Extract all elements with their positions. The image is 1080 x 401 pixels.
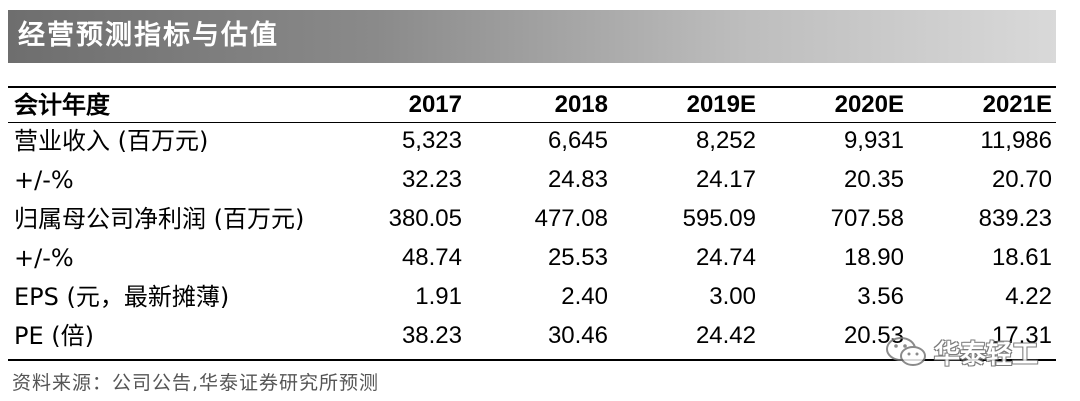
table-cell: 24.83 (547, 166, 608, 193)
table-cell: 30.46 (547, 322, 608, 349)
table-cell: 9,931 (843, 127, 904, 154)
row-label: EPS (元，最新摊薄) (14, 283, 230, 311)
table-cell: 5,323 (401, 127, 462, 154)
table-bottom-rule (8, 359, 1056, 361)
row-label: +/-% (14, 244, 74, 272)
watermark: 华泰轻工 (884, 330, 1038, 374)
table-row: +/-% 48.74 25.53 24.74 18.90 18.61 (8, 241, 1056, 275)
table-top-rule (8, 86, 1056, 88)
table-cell: 18.90 (843, 244, 904, 271)
table-cell: 48.74 (401, 244, 462, 271)
table-cell: 2.40 (561, 283, 608, 310)
table-row: 归属母公司净利润 (百万元) 380.05 477.08 595.09 707.… (8, 202, 1056, 236)
table-cell: 32.23 (401, 166, 462, 193)
table-row: +/-% 32.23 24.83 24.17 20.35 20.70 (8, 163, 1056, 197)
table-cell: 20.53 (843, 322, 904, 349)
table-cell: 20.70 (991, 166, 1052, 193)
header-year: 2020E (834, 91, 904, 118)
table-row: 营业收入 (百万元) 5,323 6,645 8,252 9,931 11,98… (8, 124, 1056, 158)
table-cell: 6,645 (547, 127, 608, 154)
table-cell: 8,252 (695, 127, 756, 154)
row-label: +/-% (14, 166, 74, 194)
header-year: 2019E (686, 91, 756, 118)
table-cell: 20.35 (843, 166, 904, 193)
watermark-text: 华泰轻工 (934, 339, 1039, 370)
table-row: EPS (元，最新摊薄) 1.91 2.40 3.00 3.56 4.22 (8, 280, 1056, 314)
table-cell: 24.17 (695, 166, 756, 193)
row-label: 营业收入 (百万元) (14, 127, 209, 155)
table-cell: 24.74 (695, 244, 756, 271)
table-cell: 477.08 (534, 205, 608, 232)
header-year: 2018 (554, 91, 608, 118)
header-label: 会计年度 (14, 91, 110, 119)
table-row: PE (倍) 38.23 30.46 24.42 20.53 17.31 (8, 319, 1056, 353)
table-cell: 38.23 (401, 322, 462, 349)
table-cell: 839.23 (978, 205, 1052, 232)
header-year: 2017 (408, 91, 462, 118)
row-label: 归属母公司净利润 (百万元) (14, 205, 305, 233)
table-cell: 24.42 (695, 322, 756, 349)
table-cell: 18.61 (991, 244, 1052, 271)
table-header-row: 会计年度 2017 2018 2019E 2020E 2021E (8, 88, 1056, 122)
table-header-rule (8, 122, 1056, 123)
source-note: 资料来源：公司公告,华泰证券研究所预测 (12, 372, 380, 394)
header-year: 2021E (982, 91, 1052, 118)
table-cell: 3.56 (857, 283, 904, 310)
table-cell: 595.09 (682, 205, 756, 232)
table-cell: 707.58 (830, 205, 904, 232)
table-cell: 3.00 (709, 283, 756, 310)
title-bar: 经营预测指标与估值 (8, 10, 1056, 63)
table-cell: 4.22 (1005, 283, 1052, 310)
table-title: 经营预测指标与估值 (18, 20, 279, 51)
row-label: PE (倍) (14, 322, 94, 350)
table-cell: 11,986 (980, 127, 1052, 154)
table-cell: 1.91 (415, 283, 462, 310)
table-cell: 17.31 (991, 322, 1052, 349)
table-cell: 380.05 (388, 205, 462, 232)
wechat-icon (886, 337, 926, 366)
table-cell: 25.53 (547, 244, 608, 271)
